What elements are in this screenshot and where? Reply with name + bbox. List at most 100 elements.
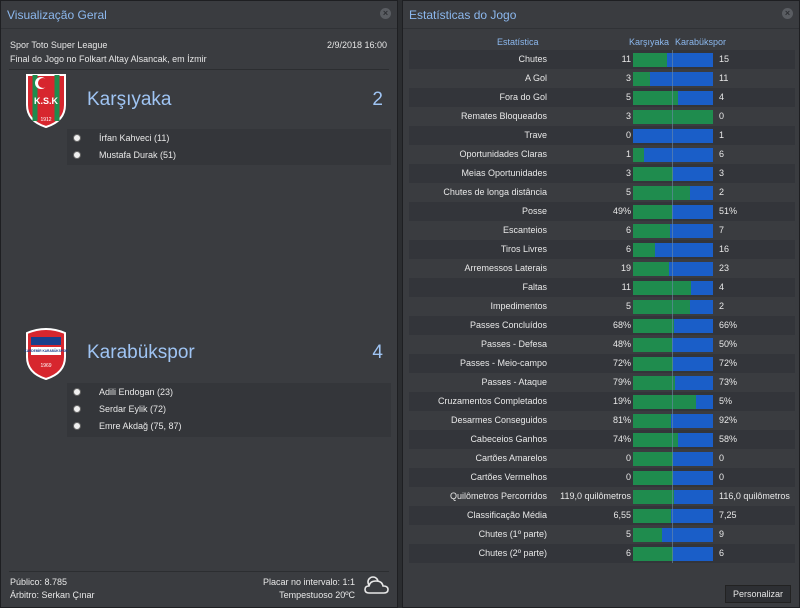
stat-row: Escanteios 6 7 (409, 221, 795, 240)
stat-comparison-bar (633, 449, 713, 468)
stat-row: Meias Oportunidades 3 3 (409, 164, 795, 183)
home-team-name[interactable]: Karşıyaka (87, 89, 172, 110)
away-scorer[interactable]: Serdar Eylik (72) (73, 402, 166, 416)
away-crest-text: KARDEMİR KARABÜKSPOR (24, 348, 68, 353)
stat-away-value: 2 (719, 187, 725, 197)
stat-row: Arremessos Laterais 19 23 (409, 259, 795, 278)
stat-comparison-bar (633, 221, 713, 240)
stat-comparison-bar (633, 107, 713, 126)
stat-comparison-bar (633, 297, 713, 316)
stat-row: Chutes (2º parte) 6 6 (409, 544, 795, 563)
stat-label: Passes - Defesa (480, 339, 547, 349)
stat-home-value: 0 (625, 453, 631, 463)
stat-comparison-bar (633, 88, 713, 107)
weather-text: Tempestuoso 20ºC (279, 590, 355, 600)
stat-label: Tiros Livres (500, 244, 547, 254)
stat-label: Fora do Gol (499, 92, 547, 102)
ball-icon (73, 404, 81, 413)
stat-away-value: 6 (719, 548, 725, 558)
stat-home-value: 0 (625, 472, 631, 482)
attendance: Público: 8.785 (10, 577, 68, 587)
stat-bar-midline (672, 506, 673, 525)
home-crest-text: K.S.K (34, 96, 59, 106)
stat-bar-midline (672, 202, 673, 221)
stat-bar-midline (672, 525, 673, 544)
away-scorer[interactable]: Adili Endogan (23) (73, 385, 173, 399)
stat-away-value: 15 (719, 54, 730, 64)
stat-away-value: 58% (719, 434, 738, 444)
stat-home-value: 11 (621, 282, 631, 292)
stat-away-value: 4 (719, 92, 725, 102)
close-icon[interactable]: × (380, 8, 391, 19)
away-crest-icon[interactable]: KARDEMİR KARABÜKSPOR 1969 (23, 323, 69, 381)
stat-home-bar (633, 53, 667, 67)
stat-home-value: 5 (625, 529, 631, 539)
stat-home-value: 3 (625, 111, 631, 121)
stat-home-bar (633, 300, 690, 314)
stat-label: Remates Bloqueados (460, 111, 547, 121)
stat-comparison-bar (633, 278, 713, 297)
stat-label: Trave (524, 130, 547, 140)
stat-comparison-bar (633, 145, 713, 164)
stat-comparison-bar (633, 468, 713, 487)
halftime-score: Placar no intervalo: 1:1 (262, 577, 355, 587)
stat-comparison-bar (633, 126, 713, 145)
stat-away-value: 2 (719, 301, 725, 311)
stat-row: Passes - Meio-campo 72% 72% (409, 354, 795, 373)
col-statistic[interactable]: Estatística (497, 37, 539, 47)
stat-label: Cabeceios Ganhos (470, 434, 547, 444)
home-scorer[interactable]: İrfan Kahveci (11) (73, 131, 169, 145)
scorer-name: İrfan Kahveci (11) (99, 133, 170, 143)
stat-away-value: 51% (719, 206, 738, 216)
home-scorers-box (67, 129, 391, 165)
stat-away-value: 50% (719, 339, 738, 349)
away-team-name[interactable]: Karabükspor (87, 342, 195, 363)
stat-bar-midline (672, 430, 673, 449)
stat-home-bar (633, 433, 678, 447)
stat-row: Fora do Gol 5 4 (409, 88, 795, 107)
col-away-team[interactable]: Karabükspor (675, 37, 727, 47)
away-scorer[interactable]: Emre Akdağ (75, 87) (73, 419, 182, 433)
col-home-team[interactable]: Karşıyaka (629, 37, 670, 47)
stat-comparison-bar (633, 411, 713, 430)
customize-button[interactable]: Personalizar (725, 585, 791, 603)
stat-bar-midline (672, 335, 673, 354)
stat-row: Cartões Vermelhos 0 0 (409, 468, 795, 487)
stat-label: Oportunidades Claras (459, 149, 547, 159)
ball-icon (73, 421, 81, 430)
stat-bar-midline (672, 278, 673, 297)
stat-away-value: 7,25 (719, 510, 737, 520)
stat-label: Escanteios (502, 225, 547, 235)
home-crest-year: 1912 (40, 117, 51, 123)
competition-name[interactable]: Spor Toto Super League (10, 40, 108, 50)
stat-row: Cruzamentos Completados 19% 5% (409, 392, 795, 411)
stat-home-bar (633, 262, 669, 276)
divider (9, 571, 389, 572)
stat-label: Cruzamentos Completados (437, 396, 547, 406)
stat-home-value: 1 (625, 149, 631, 159)
stat-home-bar (633, 509, 671, 523)
stat-away-value: 11 (719, 73, 729, 83)
stat-away-value: 4 (719, 282, 725, 292)
stat-home-value: 19% (612, 396, 631, 406)
match-date: 2/9/2018 16:00 (326, 40, 387, 50)
home-scorer[interactable]: Mustafa Durak (51) (73, 148, 176, 162)
stat-away-value: 23 (719, 263, 730, 273)
close-icon[interactable]: × (782, 8, 793, 19)
stat-home-value: 81% (612, 415, 631, 425)
stat-home-value: 68% (612, 320, 631, 330)
stat-away-value: 5% (719, 396, 733, 406)
referee[interactable]: Árbitro: Serkan Çınar (10, 590, 95, 600)
stat-home-value: 19 (620, 263, 631, 273)
stat-home-value: 6 (625, 225, 631, 235)
stat-home-bar (633, 281, 691, 295)
home-crest-icon[interactable]: K.S.K 1912 (23, 71, 69, 129)
stat-bar-midline (672, 240, 673, 259)
stat-bar-midline (672, 164, 673, 183)
stat-comparison-bar (633, 544, 713, 563)
divider (9, 69, 389, 70)
stat-row: Quilômetros Percorridos 119,0 quilômetros… (409, 487, 795, 506)
stat-row: Chutes de longa distância 5 2 (409, 183, 795, 202)
ball-icon (73, 387, 81, 396)
stat-home-bar (633, 72, 650, 86)
